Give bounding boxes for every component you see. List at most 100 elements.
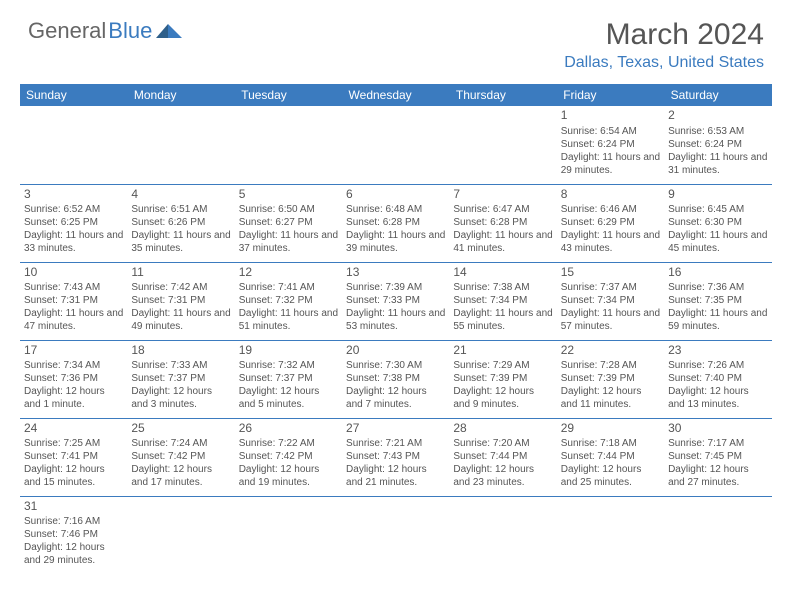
day-number: 13	[346, 265, 445, 281]
calendar-day-cell	[342, 106, 449, 184]
sunset-text: Sunset: 7:44 PM	[561, 450, 660, 463]
sunset-text: Sunset: 6:24 PM	[668, 138, 767, 151]
day-number: 5	[239, 187, 338, 203]
daylight-text: Daylight: 12 hours and 23 minutes.	[453, 463, 552, 489]
sunset-text: Sunset: 7:38 PM	[346, 372, 445, 385]
sunset-text: Sunset: 6:28 PM	[453, 216, 552, 229]
sunrise-text: Sunrise: 6:50 AM	[239, 203, 338, 216]
month-title: March 2024	[564, 18, 764, 52]
calendar-day-cell	[20, 106, 127, 184]
sunrise-text: Sunrise: 7:36 AM	[668, 281, 767, 294]
calendar-day-cell: 9Sunrise: 6:45 AMSunset: 6:30 PMDaylight…	[664, 184, 771, 262]
daylight-text: Daylight: 12 hours and 29 minutes.	[24, 541, 123, 567]
calendar-week-row: 10Sunrise: 7:43 AMSunset: 7:31 PMDayligh…	[20, 262, 772, 340]
calendar-day-cell: 26Sunrise: 7:22 AMSunset: 7:42 PMDayligh…	[235, 418, 342, 496]
daylight-text: Daylight: 11 hours and 47 minutes.	[24, 307, 123, 333]
calendar-day-cell: 29Sunrise: 7:18 AMSunset: 7:44 PMDayligh…	[557, 418, 664, 496]
logo-text-general: General	[28, 18, 106, 44]
page-header: GeneralBlue March 2024 Dallas, Texas, Un…	[0, 0, 792, 78]
calendar-day-cell: 1Sunrise: 6:54 AMSunset: 6:24 PMDaylight…	[557, 106, 664, 184]
sunset-text: Sunset: 7:34 PM	[561, 294, 660, 307]
day-number: 14	[453, 265, 552, 281]
calendar-week-row: 1Sunrise: 6:54 AMSunset: 6:24 PMDaylight…	[20, 106, 772, 184]
location-subtitle: Dallas, Texas, United States	[564, 54, 764, 72]
weekday-header: Sunday	[20, 84, 127, 106]
sunset-text: Sunset: 7:37 PM	[239, 372, 338, 385]
sunrise-text: Sunrise: 7:20 AM	[453, 437, 552, 450]
calendar-day-cell	[235, 106, 342, 184]
sunrise-text: Sunrise: 6:54 AM	[561, 125, 660, 138]
sunset-text: Sunset: 6:25 PM	[24, 216, 123, 229]
daylight-text: Daylight: 11 hours and 59 minutes.	[668, 307, 767, 333]
day-number: 16	[668, 265, 767, 281]
daylight-text: Daylight: 12 hours and 21 minutes.	[346, 463, 445, 489]
title-block: March 2024 Dallas, Texas, United States	[564, 18, 764, 72]
day-number: 25	[131, 421, 230, 437]
sunset-text: Sunset: 7:39 PM	[453, 372, 552, 385]
daylight-text: Daylight: 11 hours and 57 minutes.	[561, 307, 660, 333]
daylight-text: Daylight: 11 hours and 33 minutes.	[24, 229, 123, 255]
sunrise-text: Sunrise: 6:46 AM	[561, 203, 660, 216]
sunrise-text: Sunrise: 7:17 AM	[668, 437, 767, 450]
sunset-text: Sunset: 7:32 PM	[239, 294, 338, 307]
sunrise-text: Sunrise: 7:25 AM	[24, 437, 123, 450]
day-number: 28	[453, 421, 552, 437]
day-number: 26	[239, 421, 338, 437]
daylight-text: Daylight: 12 hours and 9 minutes.	[453, 385, 552, 411]
calendar-day-cell: 3Sunrise: 6:52 AMSunset: 6:25 PMDaylight…	[20, 184, 127, 262]
day-number: 11	[131, 265, 230, 281]
calendar-day-cell: 16Sunrise: 7:36 AMSunset: 7:35 PMDayligh…	[664, 262, 771, 340]
sunset-text: Sunset: 6:24 PM	[561, 138, 660, 151]
calendar-table: SundayMondayTuesdayWednesdayThursdayFrid…	[20, 84, 772, 574]
sunrise-text: Sunrise: 7:41 AM	[239, 281, 338, 294]
sunset-text: Sunset: 7:46 PM	[24, 528, 123, 541]
sunset-text: Sunset: 7:45 PM	[668, 450, 767, 463]
calendar-day-cell: 20Sunrise: 7:30 AMSunset: 7:38 PMDayligh…	[342, 340, 449, 418]
sunset-text: Sunset: 7:41 PM	[24, 450, 123, 463]
sunrise-text: Sunrise: 7:24 AM	[131, 437, 230, 450]
daylight-text: Daylight: 12 hours and 15 minutes.	[24, 463, 123, 489]
sunrise-text: Sunrise: 6:48 AM	[346, 203, 445, 216]
calendar-day-cell: 21Sunrise: 7:29 AMSunset: 7:39 PMDayligh…	[449, 340, 556, 418]
sunrise-text: Sunrise: 7:16 AM	[24, 515, 123, 528]
calendar-day-cell: 17Sunrise: 7:34 AMSunset: 7:36 PMDayligh…	[20, 340, 127, 418]
daylight-text: Daylight: 11 hours and 45 minutes.	[668, 229, 767, 255]
calendar-day-cell: 19Sunrise: 7:32 AMSunset: 7:37 PMDayligh…	[235, 340, 342, 418]
sunrise-text: Sunrise: 7:18 AM	[561, 437, 660, 450]
day-number: 17	[24, 343, 123, 359]
weekday-header: Wednesday	[342, 84, 449, 106]
daylight-text: Daylight: 12 hours and 11 minutes.	[561, 385, 660, 411]
day-number: 6	[346, 187, 445, 203]
calendar-day-cell: 13Sunrise: 7:39 AMSunset: 7:33 PMDayligh…	[342, 262, 449, 340]
daylight-text: Daylight: 12 hours and 7 minutes.	[346, 385, 445, 411]
sunrise-text: Sunrise: 6:45 AM	[668, 203, 767, 216]
daylight-text: Daylight: 12 hours and 19 minutes.	[239, 463, 338, 489]
daylight-text: Daylight: 12 hours and 27 minutes.	[668, 463, 767, 489]
daylight-text: Daylight: 11 hours and 55 minutes.	[453, 307, 552, 333]
calendar-day-cell: 4Sunrise: 6:51 AMSunset: 6:26 PMDaylight…	[127, 184, 234, 262]
day-number: 21	[453, 343, 552, 359]
sunset-text: Sunset: 7:31 PM	[24, 294, 123, 307]
sunset-text: Sunset: 6:27 PM	[239, 216, 338, 229]
weekday-header: Saturday	[664, 84, 771, 106]
sunset-text: Sunset: 7:44 PM	[453, 450, 552, 463]
sunrise-text: Sunrise: 7:32 AM	[239, 359, 338, 372]
sunset-text: Sunset: 7:42 PM	[239, 450, 338, 463]
daylight-text: Daylight: 11 hours and 49 minutes.	[131, 307, 230, 333]
day-number: 30	[668, 421, 767, 437]
calendar-header-row: SundayMondayTuesdayWednesdayThursdayFrid…	[20, 84, 772, 106]
day-number: 19	[239, 343, 338, 359]
daylight-text: Daylight: 11 hours and 29 minutes.	[561, 151, 660, 177]
calendar-day-cell: 23Sunrise: 7:26 AMSunset: 7:40 PMDayligh…	[664, 340, 771, 418]
sunrise-text: Sunrise: 7:34 AM	[24, 359, 123, 372]
sunrise-text: Sunrise: 6:53 AM	[668, 125, 767, 138]
calendar-day-cell: 31Sunrise: 7:16 AMSunset: 7:46 PMDayligh…	[20, 496, 127, 574]
calendar-day-cell: 28Sunrise: 7:20 AMSunset: 7:44 PMDayligh…	[449, 418, 556, 496]
day-number: 12	[239, 265, 338, 281]
day-number: 9	[668, 187, 767, 203]
calendar-week-row: 3Sunrise: 6:52 AMSunset: 6:25 PMDaylight…	[20, 184, 772, 262]
calendar-week-row: 24Sunrise: 7:25 AMSunset: 7:41 PMDayligh…	[20, 418, 772, 496]
day-number: 7	[453, 187, 552, 203]
calendar-day-cell	[664, 496, 771, 574]
weekday-header: Thursday	[449, 84, 556, 106]
